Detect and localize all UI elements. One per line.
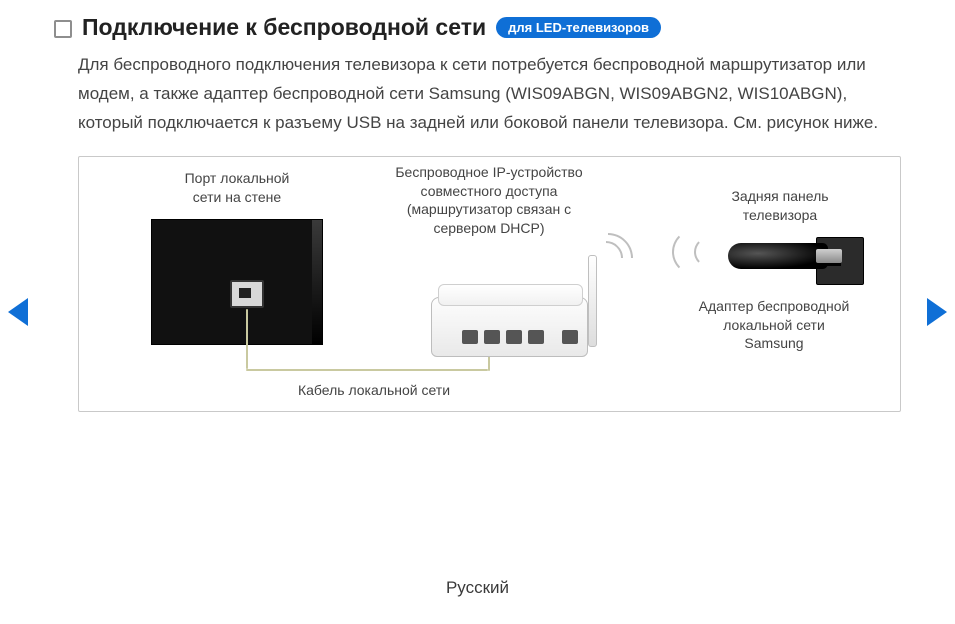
text: (маршрутизатор связан с [407,201,571,217]
text: совместного доступа [421,183,558,199]
text: Адаптер беспроводной [699,298,850,314]
connection-diagram: Порт локальной сети на стене Беспроводно… [78,156,901,412]
text: телевизора [743,207,817,223]
tv-back-label: Задняя панель телевизора [690,187,870,225]
text: сети на стене [193,189,281,205]
text: локальной сети [723,317,825,333]
adapter-label: Адаптер беспроводной локальной сети Sams… [674,297,874,354]
lead-paragraph: Для беспроводного подключения телевизора… [78,51,901,138]
usb-tip-icon [816,249,842,263]
language-footer: Русский [0,578,955,598]
lan-cable-seg [246,309,248,369]
text: Samsung [744,335,803,351]
router-label: Беспроводное IP-устройство совместного д… [349,163,629,239]
next-page-button[interactable] [927,298,947,326]
router-graphic [431,267,611,357]
lan-cable-seg [246,369,488,371]
text: Порт локальной [185,170,290,186]
wall-port-label: Порт локальной сети на стене [137,169,337,207]
wifi-wave-icon [672,229,718,275]
led-tv-badge: для LED-телевизоров [496,17,661,38]
section-title: Подключение к беспроводной сети [82,14,486,41]
wireless-adapter-icon [728,243,828,269]
lan-wall-port-icon [230,280,264,308]
cable-label: Кабель локальной сети [249,381,499,400]
section-header: Подключение к беспроводной сети для LED-… [54,14,901,41]
text: Задняя панель [731,188,828,204]
text: сервером DHCP) [433,220,544,236]
text: Беспроводное IP-устройство [395,164,582,180]
bullet-icon [54,20,72,38]
prev-page-button[interactable] [8,298,28,326]
wall-graphic [151,219,323,345]
